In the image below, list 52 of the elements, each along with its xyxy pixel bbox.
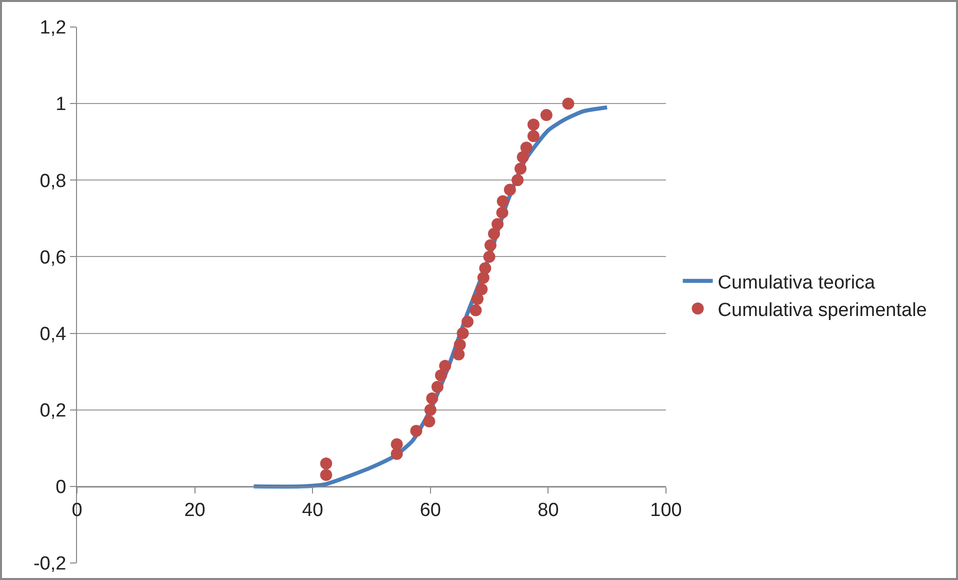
y-tick-label: 0,2 bbox=[40, 400, 66, 422]
point bbox=[527, 118, 540, 131]
point bbox=[472, 292, 484, 305]
point bbox=[423, 415, 436, 428]
y-tick-label: 0 bbox=[56, 477, 66, 498]
point bbox=[320, 468, 332, 481]
point bbox=[492, 218, 504, 230]
point bbox=[496, 206, 508, 219]
legend-label: Cumulativa teorica bbox=[718, 272, 876, 294]
point bbox=[562, 98, 574, 110]
point bbox=[540, 109, 552, 122]
point bbox=[410, 424, 422, 437]
y-tick-label: 0,8 bbox=[40, 170, 66, 192]
point bbox=[479, 262, 492, 274]
y-tick-label: -0,2 bbox=[33, 554, 66, 575]
point bbox=[456, 327, 469, 340]
line-series bbox=[252, 105, 610, 489]
x-tick-label: 40 bbox=[302, 500, 324, 522]
point bbox=[462, 316, 474, 328]
y-tick-label: 1 bbox=[56, 94, 66, 116]
point bbox=[431, 380, 444, 393]
point bbox=[476, 283, 488, 296]
point bbox=[483, 250, 496, 263]
point bbox=[488, 228, 500, 240]
x-tick-label: 100 bbox=[650, 500, 682, 522]
point bbox=[516, 151, 529, 164]
point bbox=[520, 142, 532, 154]
point bbox=[512, 174, 524, 186]
y-tick-label: 0,6 bbox=[40, 247, 66, 268]
x-tick-label: 60 bbox=[420, 500, 441, 522]
point bbox=[454, 338, 466, 351]
point bbox=[496, 195, 509, 208]
point bbox=[320, 457, 332, 470]
point bbox=[504, 184, 516, 196]
point bbox=[424, 404, 436, 416]
x-tick-label: 0 bbox=[72, 500, 82, 522]
point bbox=[527, 130, 540, 142]
point bbox=[452, 348, 465, 360]
point bbox=[390, 448, 403, 460]
point bbox=[390, 438, 403, 450]
x-tick-label: 80 bbox=[538, 500, 559, 522]
legend-label: Cumulativa sperimentale bbox=[718, 300, 927, 321]
x-tick-label: 20 bbox=[184, 500, 206, 522]
point bbox=[439, 360, 452, 372]
point bbox=[426, 392, 438, 404]
y-tick-label: 1,2 bbox=[40, 18, 66, 39]
point bbox=[477, 272, 490, 284]
point bbox=[484, 239, 496, 252]
y-tick-label: 0,4 bbox=[40, 324, 67, 345]
point bbox=[514, 162, 527, 175]
point bbox=[470, 304, 482, 316]
point bbox=[435, 369, 447, 382]
